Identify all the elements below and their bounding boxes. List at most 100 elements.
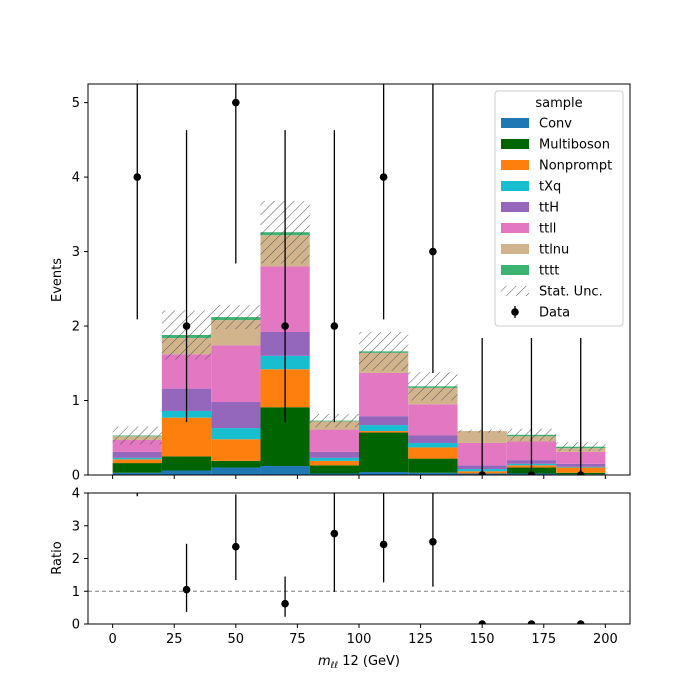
- main-y-tick-label-5: 5: [72, 96, 80, 111]
- bar-multiboson-bin-5: [359, 432, 409, 473]
- legend-label-ttll: ttll: [539, 222, 556, 237]
- legend-swatch-tttt: [501, 265, 529, 275]
- data-point-2: [232, 98, 240, 107]
- legend-swatch-ttll: [501, 223, 529, 233]
- bar-ttll-bin-5: [359, 372, 409, 417]
- ratio-plot-area: 0 25 50 75 100 125 150 175 200 0 1 2 3 4: [72, 487, 631, 647]
- bar-nonprompt-bin-1: [161, 417, 212, 457]
- stat-unc-bin-6: [408, 372, 458, 401]
- bar-nonprompt-bin-6: [408, 447, 458, 459]
- legend-label-conv: Conv: [539, 117, 572, 132]
- x-axis-title-var: m: [318, 654, 331, 669]
- x-tick-label-125: 125: [408, 632, 433, 647]
- bar-nonprompt-bin-5: [359, 431, 409, 433]
- bar-tth-bin-2: [211, 402, 261, 429]
- bar-txq-bin-6: [408, 442, 458, 448]
- legend-swatch-multiboson: [501, 139, 529, 149]
- bar-conv-bin-5: [359, 472, 409, 475]
- stat-unc-bin-5: [359, 332, 409, 371]
- legend-swatch-nonprompt: [501, 160, 529, 170]
- bar-txq-bin-2: [211, 428, 261, 440]
- ratio-y-tick-label-3: 3: [72, 519, 80, 534]
- ratio-point-2: [232, 542, 240, 551]
- main-x-ticks: [112, 475, 606, 479]
- legend-marker-data: [511, 308, 519, 316]
- legend: sample Conv Multiboson Nonprompt tXq ttH ttll…: [494, 90, 624, 327]
- bar-multiboson-bin-2: [211, 460, 261, 468]
- main-y-tick-label-3: 3: [72, 245, 80, 260]
- ratio-points: [136, 493, 585, 624]
- bar-multiboson-bin-1: [161, 456, 212, 471]
- data-point-9: [576, 471, 585, 475]
- ratio-y-ticks: 0 1 2 3 4: [72, 487, 88, 633]
- ratio-point-6: [429, 537, 437, 546]
- ratio-point-9: [576, 620, 585, 624]
- ratio-point-7: [478, 620, 486, 624]
- bar-multiboson-bin-4: [309, 465, 359, 474]
- y-axis-title-ratio: Ratio: [50, 541, 65, 574]
- ratio-y-tick-label-1: 1: [72, 585, 80, 600]
- main-y-tick-label-4: 4: [72, 171, 80, 186]
- bar-conv-bin-1: [161, 470, 212, 475]
- ratio-y-tick-label-4: 4: [72, 487, 80, 502]
- bar-txq-bin-0: [112, 457, 162, 460]
- legend-label-data: Data: [539, 306, 570, 321]
- data-point-0: [133, 173, 142, 181]
- main-y-tick-label-0: 0: [72, 469, 80, 484]
- bar-nonprompt-bin-4: [309, 460, 359, 466]
- bar-conv-bin-4: [309, 473, 359, 475]
- legend-label-nonprompt: Nonprompt: [539, 159, 612, 174]
- x-axis-title-unit: 12 (GeV): [338, 654, 400, 669]
- x-tick-label-150: 150: [470, 632, 495, 647]
- bar-conv-bin-3: [260, 466, 310, 475]
- legend-label-tth: ttH: [539, 201, 559, 216]
- x-tick-label-100: 100: [347, 632, 372, 647]
- bar-nonprompt-bin-2: [211, 439, 261, 461]
- legend-swatch-tth: [501, 202, 529, 212]
- main-y-tick-label-2: 2: [72, 320, 80, 335]
- main-y-ticks: 0 1 2 3 4 5: [72, 96, 88, 484]
- main-y-tick-label-1: 1: [72, 394, 80, 409]
- ratio-point-5: [379, 540, 388, 549]
- ratio-y-tick-label-2: 2: [72, 552, 80, 567]
- legend-swatch-ttlnu: [501, 244, 529, 254]
- x-tick-label-175: 175: [531, 632, 556, 647]
- bar-multiboson-bin-6: [408, 458, 458, 473]
- bar-multiboson-bin-0: [112, 463, 162, 473]
- data-points: [133, 84, 585, 475]
- bar-txq-bin-5: [359, 425, 409, 432]
- bar-conv-bin-2: [211, 467, 261, 475]
- bar-ttll-bin-6: [408, 404, 458, 436]
- legend-swatch-conv: [501, 118, 529, 128]
- legend-swatch-stat-unc-: [501, 286, 529, 296]
- legend-label-multiboson: Multiboson: [539, 138, 610, 153]
- data-point-7: [478, 471, 486, 475]
- ratio-point-4: [330, 529, 339, 538]
- ratio-point-3: [281, 599, 289, 608]
- bar-conv-bin-0: [112, 472, 162, 475]
- x-tick-label-25: 25: [166, 632, 183, 647]
- bar-ttll-bin-0: [112, 439, 162, 452]
- bar-ttll-bin-4: [309, 429, 359, 452]
- bar-nonprompt-bin-0: [112, 459, 162, 464]
- x-tick-label-200: 200: [593, 632, 618, 647]
- ratio-point-8: [527, 620, 536, 624]
- legend-title: sample: [535, 96, 582, 111]
- bar-tth-bin-5: [359, 416, 409, 426]
- legend-label-stat-unc-: Stat. Unc.: [539, 285, 603, 300]
- data-point-6: [429, 247, 437, 256]
- legend-label-tttt: tttt: [539, 264, 559, 279]
- bar-txq-bin-4: [309, 457, 359, 461]
- main-plot-area: 0 1 2 3 4 5: [72, 83, 631, 484]
- legend-swatch-txq: [501, 181, 529, 191]
- legend-label-txq: tXq: [539, 180, 561, 195]
- x-axis-title-subscript: ℓℓ: [330, 661, 338, 671]
- bar-tth-bin-0: [112, 451, 162, 458]
- data-point-3: [281, 322, 289, 330]
- x-tick-label-50: 50: [228, 632, 245, 647]
- data-point-5: [379, 173, 388, 181]
- bar-tth-bin-6: [408, 435, 458, 443]
- legend-label-ttlnu: ttlnu: [539, 243, 569, 258]
- ratio-plot-frame: [87, 492, 631, 625]
